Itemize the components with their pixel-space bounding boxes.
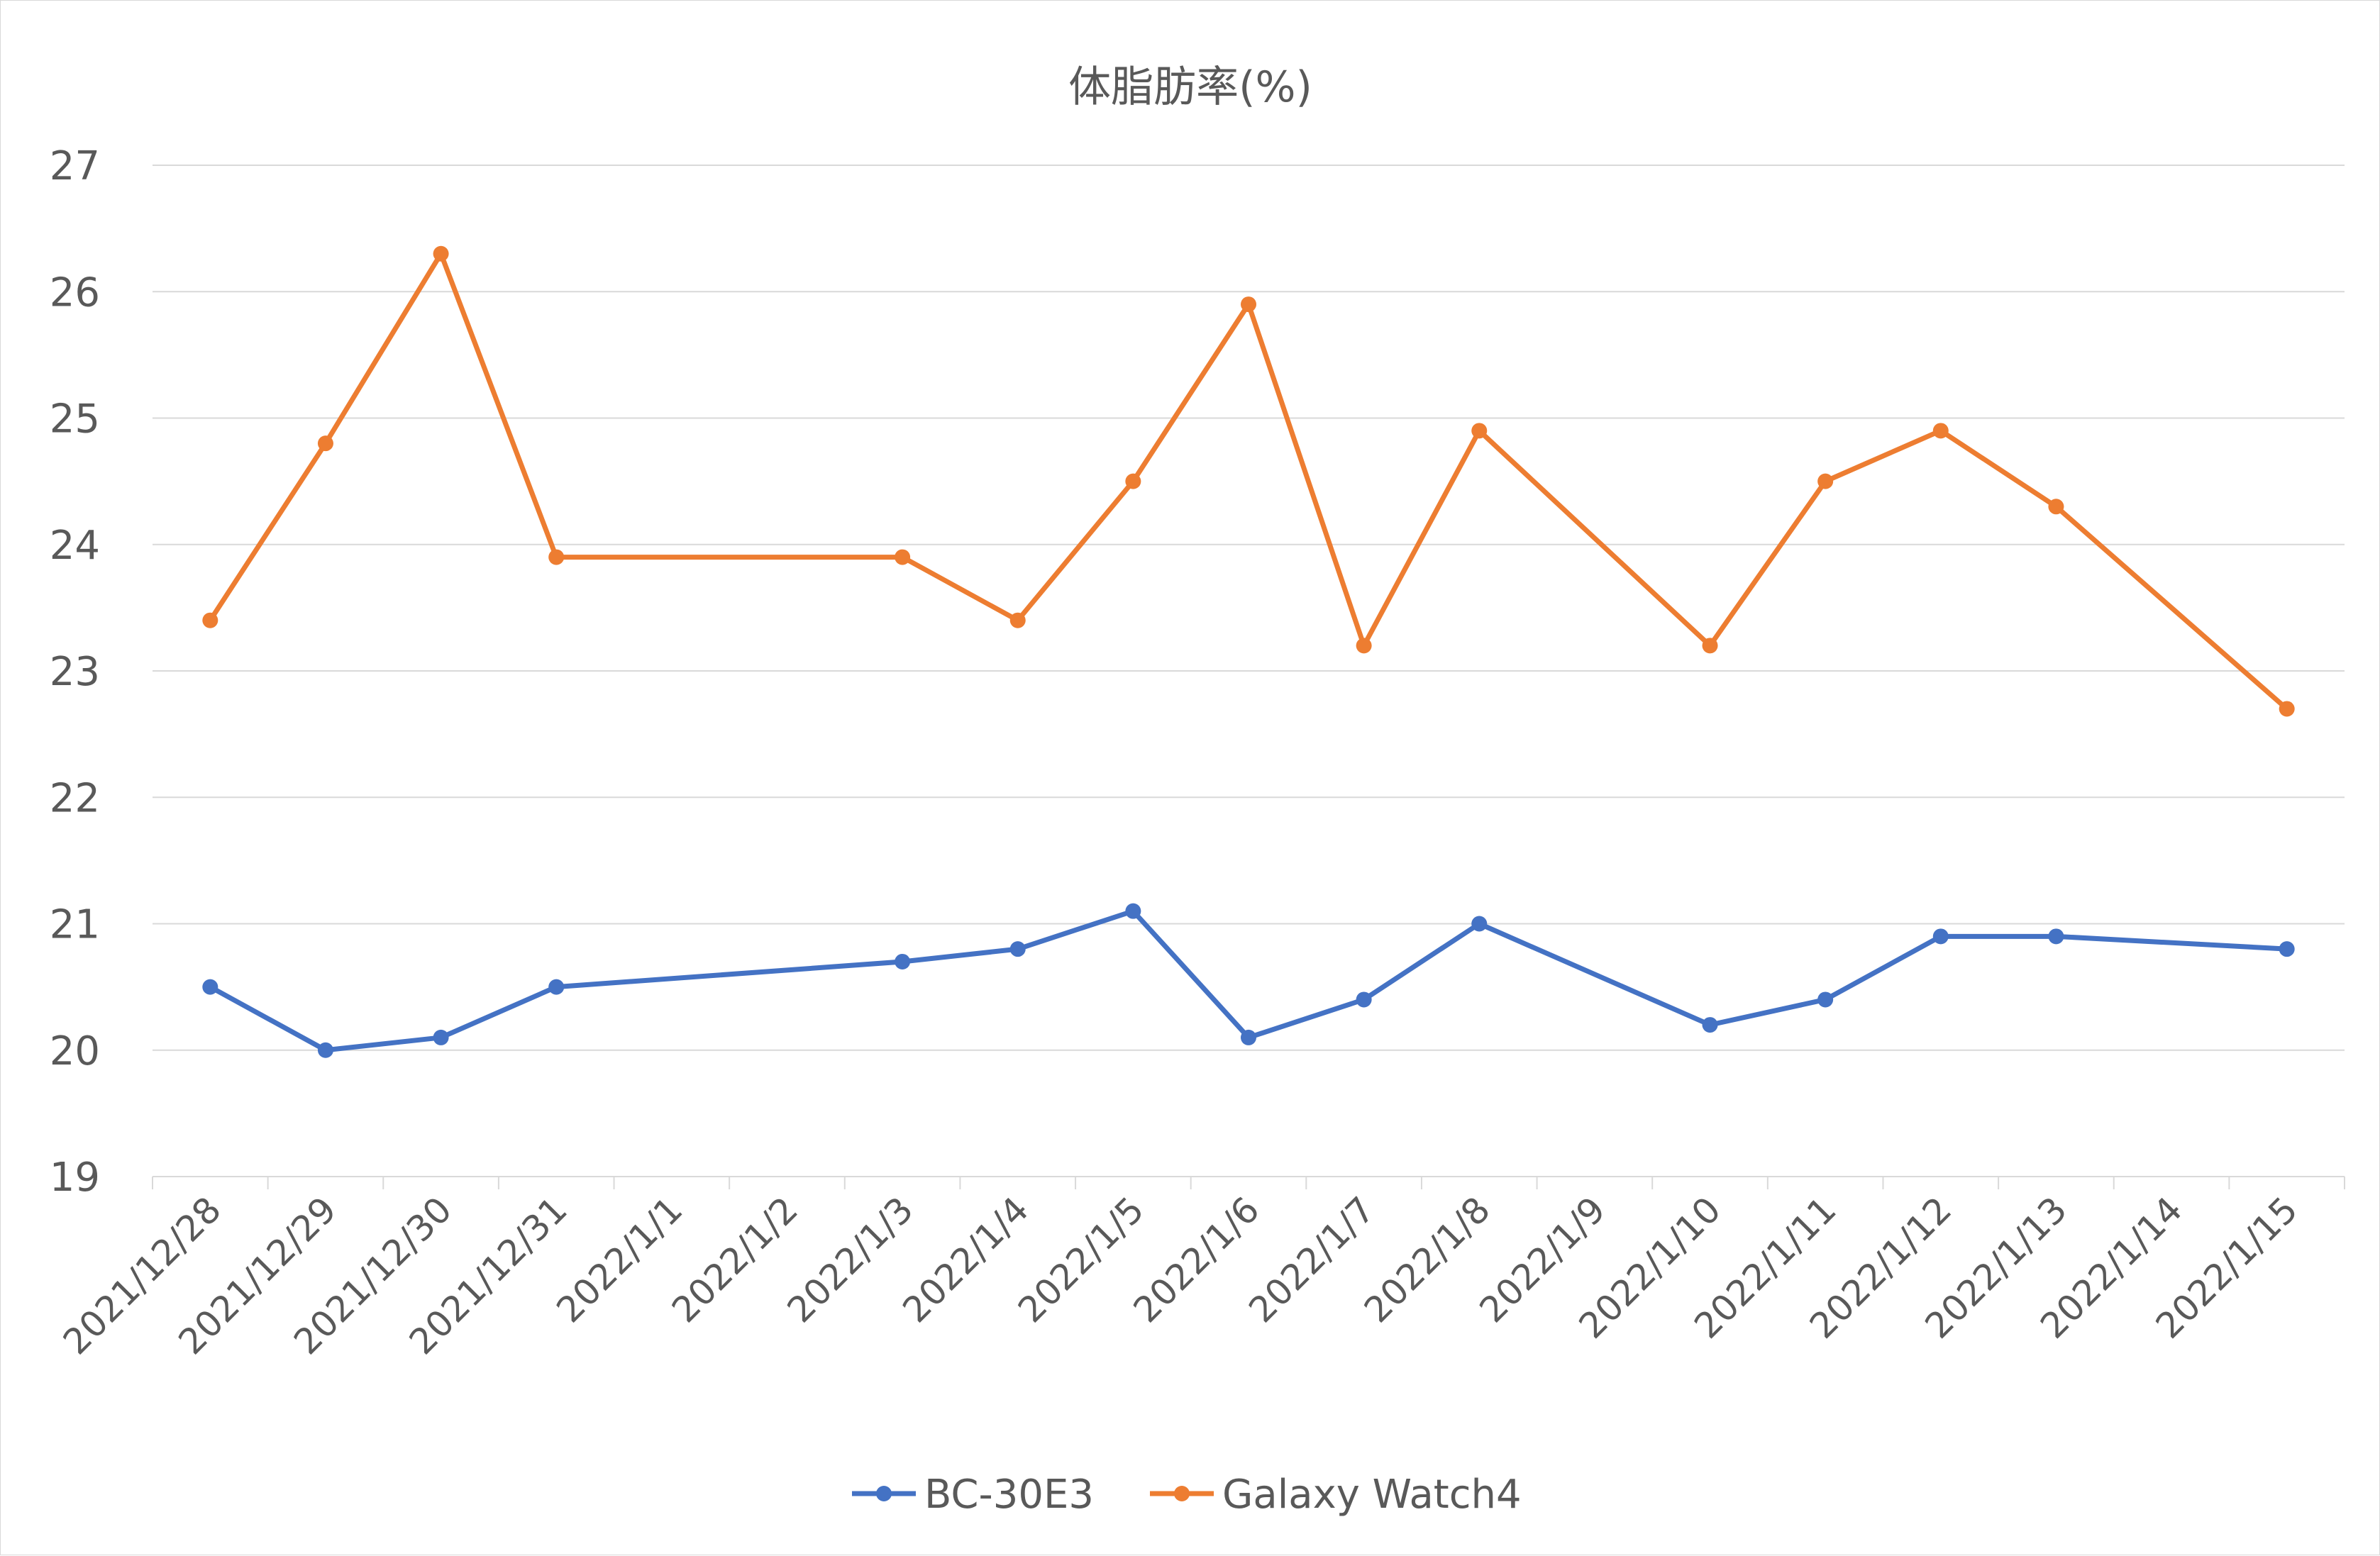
x-axis [152, 1176, 2345, 1189]
x-tick-label: 2022/1/1 [549, 1189, 691, 1330]
data-point [1241, 296, 1256, 313]
x-tick-label: 2022/1/6 [1126, 1189, 1268, 1330]
y-tick-label: 23 [50, 649, 100, 695]
data-point [202, 612, 218, 628]
data-point [1471, 916, 1488, 932]
data-point [1702, 638, 1718, 654]
x-tick-label: 2022/1/3 [780, 1189, 921, 1330]
data-point [1471, 423, 1488, 439]
y-tick-label: 21 [50, 902, 100, 948]
data-point [433, 245, 449, 262]
y-tick-label: 25 [50, 396, 100, 443]
y-tick-label: 26 [50, 269, 100, 316]
chart-title: 体脂肪率(%) [1068, 62, 1312, 112]
data-point [1241, 1029, 1256, 1045]
data-point [1817, 991, 1834, 1008]
x-tick-label: 2022/1/2 [664, 1189, 806, 1330]
data-point [2048, 928, 2064, 945]
data-point [202, 979, 218, 995]
legend: BC-30E3 Galaxy Watch4 [852, 1472, 1522, 1518]
series-group [202, 245, 2295, 1058]
data-point [1702, 1017, 1718, 1033]
data-point [1009, 612, 1026, 628]
x-axis-ticks: 2021/12/282021/12/292021/12/302021/12/31… [55, 1189, 2306, 1362]
data-point [548, 979, 565, 995]
data-point [1932, 928, 1949, 945]
data-point [895, 549, 911, 565]
y-tick-label: 24 [50, 523, 100, 569]
series-line [207, 908, 2290, 1053]
legend-swatch-marker [876, 1486, 892, 1501]
series-line [207, 251, 2290, 711]
data-point [1125, 473, 1141, 489]
data-point [1356, 638, 1372, 654]
data-point [2048, 499, 2064, 515]
data-point [317, 1042, 333, 1058]
y-axis-ticks: 19 20 21 22 23 24 25 26 27 [50, 143, 100, 1201]
y-tick-label: 27 [50, 143, 100, 189]
data-point [1817, 473, 1834, 489]
y-tick-label: 19 [50, 1155, 100, 1201]
gridlines [153, 165, 2345, 1051]
data-point [548, 549, 565, 565]
data-point [2279, 701, 2295, 717]
data-point [317, 435, 333, 452]
data-point [895, 953, 911, 969]
data-point [1932, 423, 1949, 439]
data-point [433, 1029, 449, 1045]
data-point [1125, 903, 1141, 919]
data-point [1009, 941, 1026, 957]
legend-label: BC-30E3 [924, 1472, 1094, 1518]
legend-swatch-marker [1174, 1486, 1190, 1501]
data-point [1356, 991, 1372, 1008]
x-tick-label: 2022/1/7 [1241, 1189, 1383, 1330]
x-tick-label: 2022/1/8 [1356, 1189, 1498, 1330]
y-tick-label: 20 [50, 1028, 100, 1074]
data-point [2279, 941, 2295, 957]
legend-label: Galaxy Watch4 [1222, 1472, 1522, 1518]
y-tick-label: 22 [50, 775, 100, 821]
x-tick-label: 2022/1/5 [1010, 1189, 1152, 1330]
x-tick-label: 2022/1/4 [895, 1189, 1036, 1330]
